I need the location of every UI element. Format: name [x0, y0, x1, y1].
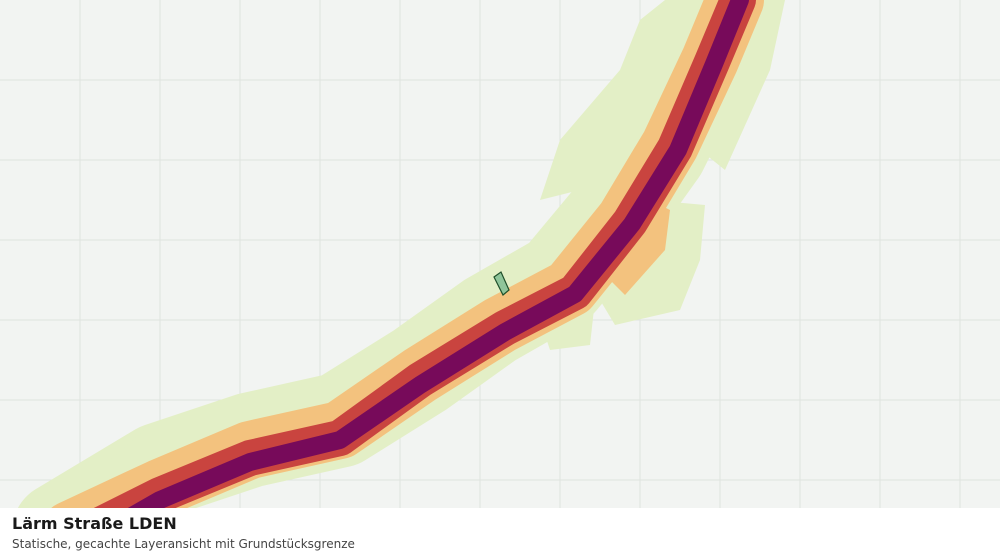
caption-title: Lärm Straße LDEN — [12, 514, 177, 533]
noise-zone-medium-lobe — [600, 200, 670, 295]
map-caption: Lärm Straße LDEN Statische, gecachte Lay… — [0, 508, 1000, 560]
noise-zone-very-high — [81, 0, 749, 549]
parcel-boundary — [493, 271, 510, 296]
caption-subtitle: Statische, gecachte Layeransicht mit Gru… — [12, 537, 355, 551]
